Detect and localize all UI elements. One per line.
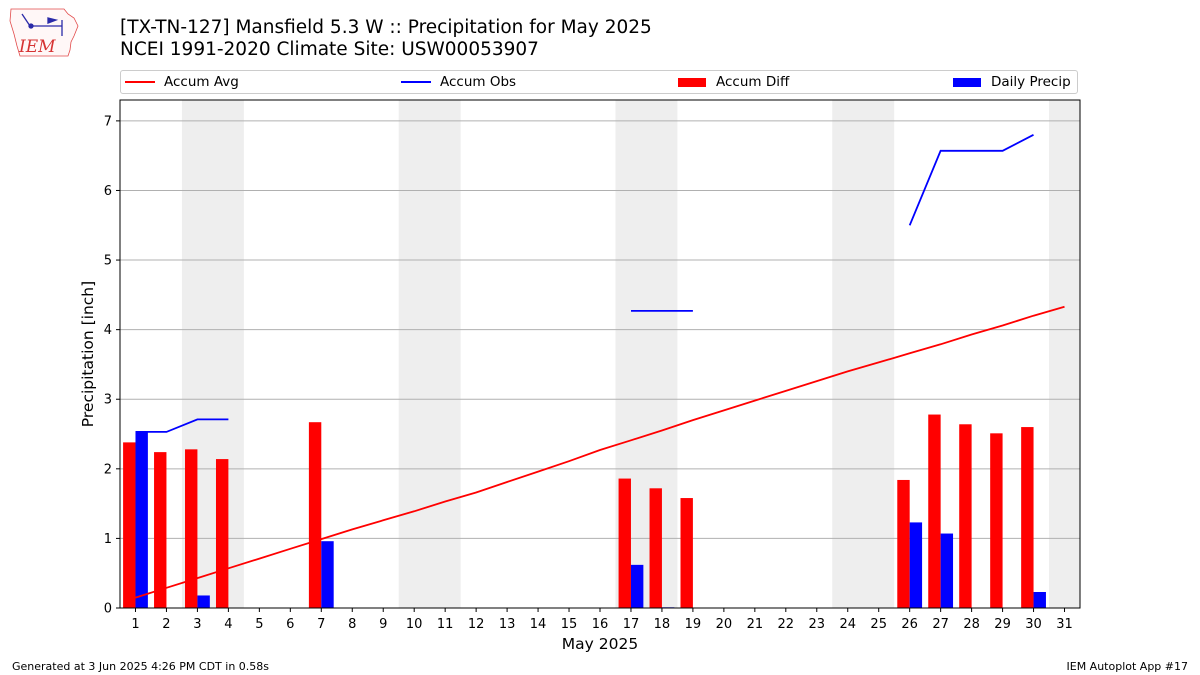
- x-tick-label: 22: [778, 617, 795, 632]
- weekend-band: [832, 100, 895, 608]
- y-tick-label: 0: [104, 602, 112, 617]
- line-accum-obs: [135, 418, 229, 433]
- legend-label-accum-avg: Accum Avg: [164, 74, 239, 90]
- legend-swatch-accum-obs: [401, 81, 431, 83]
- x-tick-label: 30: [1025, 617, 1042, 632]
- bar-daily-precip: [321, 541, 334, 608]
- footer-app: IEM Autoplot App #17: [1066, 660, 1189, 673]
- x-tick-label: 1: [131, 617, 139, 632]
- x-tick-label: 5: [255, 617, 263, 632]
- line-accum-avg: [135, 305, 1065, 599]
- bar-accum-diff: [959, 424, 972, 608]
- legend-swatch-daily-precip: [953, 77, 981, 87]
- x-tick-label: 28: [963, 617, 980, 632]
- x-tick-label: 8: [348, 617, 356, 632]
- x-tick-label: 19: [685, 617, 702, 632]
- x-tick-label: 23: [809, 617, 826, 632]
- iem-logo: IEM: [9, 8, 79, 57]
- x-tick-label: 25: [870, 617, 887, 632]
- footer-generated: Generated at 3 Jun 2025 4:26 PM CDT in 0…: [12, 660, 270, 673]
- bar-daily-precip: [1033, 591, 1046, 608]
- x-tick-label: 31: [1056, 617, 1073, 632]
- y-tick-label: 6: [104, 184, 112, 199]
- legend-item-accum-avg: Accum Avg: [125, 71, 239, 93]
- x-tick-label: 3: [193, 617, 201, 632]
- x-tick-label: 15: [561, 617, 578, 632]
- y-tick-label: 4: [104, 323, 112, 338]
- bar-accum-diff: [308, 422, 322, 608]
- x-tick-label: 6: [286, 617, 294, 632]
- bar-daily-precip: [630, 564, 644, 608]
- bar-accum-diff: [649, 488, 662, 608]
- chart-subtitle: NCEI 1991-2020 Climate Site: USW00053907: [120, 39, 539, 60]
- line-accum-obs: [908, 134, 1034, 226]
- bar-accum-diff: [185, 449, 198, 608]
- x-tick-label: 12: [468, 617, 485, 632]
- bar-daily-precip: [909, 522, 923, 608]
- bar-accum-diff: [123, 442, 136, 608]
- weather-station-icon: [21, 13, 63, 36]
- y-tick-label: 3: [104, 393, 112, 408]
- legend-label-accum-diff: Accum Diff: [716, 74, 790, 90]
- x-tick-label: 7: [317, 617, 325, 632]
- x-tick-label: 24: [839, 617, 856, 632]
- x-tick-label: 27: [932, 617, 949, 632]
- x-tick-label: 26: [901, 617, 918, 632]
- x-tick-label: 10: [406, 617, 423, 632]
- x-tick-label: 4: [224, 617, 232, 632]
- x-tick-label: 18: [654, 617, 671, 632]
- legend-item-accum-obs: Accum Obs: [401, 71, 516, 93]
- y-tick-label: 1: [104, 532, 112, 547]
- weekend-band: [398, 100, 461, 608]
- legend-swatch-accum-diff: [678, 77, 706, 87]
- bar-accum-diff: [680, 498, 693, 608]
- bar-accum-diff: [215, 459, 229, 608]
- bar-accum-diff: [990, 433, 1003, 608]
- legend: Accum Avg Accum Obs Accum Diff Daily Pre…: [120, 70, 1078, 94]
- legend-label-daily-precip: Daily Precip: [991, 74, 1071, 90]
- bar-daily-precip: [135, 431, 148, 608]
- x-axis-label: May 2025: [562, 635, 638, 653]
- logo-text: IEM: [18, 37, 56, 57]
- x-tick-label: 29: [994, 617, 1011, 632]
- legend-label-accum-obs: Accum Obs: [440, 74, 517, 90]
- weekend-band: [1049, 100, 1080, 608]
- legend-item-daily-precip: Daily Precip: [953, 71, 1071, 93]
- bar-accum-diff: [618, 478, 631, 608]
- bar-accum-diff: [928, 414, 941, 608]
- legend-item-accum-diff: Accum Diff: [678, 71, 789, 93]
- legend-swatch-accum-avg: [125, 81, 155, 83]
- x-tick-label: 11: [437, 617, 454, 632]
- y-axis-label: Precipitation [inch]: [79, 281, 97, 427]
- y-tick-label: 2: [104, 462, 112, 477]
- x-tick-label: 20: [716, 617, 733, 632]
- bar-daily-precip: [197, 595, 210, 608]
- bar-accum-diff: [1021, 427, 1034, 608]
- x-tick-label: 2: [162, 617, 170, 632]
- x-tick-label: 21: [747, 617, 764, 632]
- x-tick-label: 13: [499, 617, 516, 632]
- bar-accum-diff: [154, 452, 167, 608]
- x-tick-label: 14: [530, 617, 547, 632]
- bar-accum-diff: [897, 479, 910, 608]
- x-tick-label: 9: [379, 617, 387, 632]
- y-tick-label: 7: [104, 114, 112, 129]
- x-tick-label: 17: [623, 617, 640, 632]
- x-tick-label: 16: [592, 617, 609, 632]
- y-tick-label: 5: [104, 254, 112, 269]
- bar-daily-precip: [940, 533, 954, 608]
- chart-title: [TX-TN-127] Mansfield 5.3 W :: Precipita…: [120, 17, 652, 38]
